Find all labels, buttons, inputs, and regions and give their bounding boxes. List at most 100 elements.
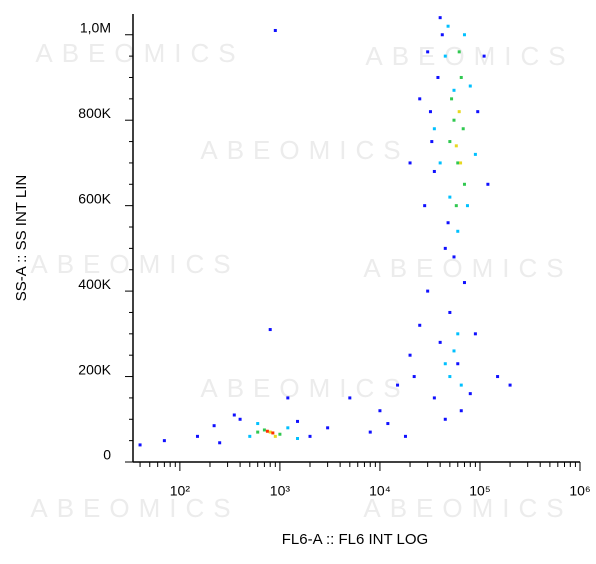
- data-point: [368, 430, 372, 434]
- x-axis-title: FL6-A :: FL6 INT LOG: [282, 531, 428, 548]
- data-point: [232, 413, 236, 417]
- data-point: [459, 161, 463, 165]
- data-point: [457, 110, 461, 114]
- data-point: [448, 195, 452, 199]
- watermark: ABEOMICS: [200, 373, 409, 403]
- data-point: [465, 204, 469, 208]
- data-point: [348, 396, 352, 400]
- data-point: [452, 255, 456, 259]
- data-point: [438, 340, 442, 344]
- data-point: [268, 430, 272, 434]
- data-point: [462, 33, 466, 37]
- data-point: [473, 152, 477, 156]
- x-tick-label: 10²: [170, 483, 191, 499]
- data-point: [412, 375, 416, 379]
- y-tick-label: 1,0M: [80, 19, 111, 35]
- y-tick-label: 800K: [78, 105, 111, 121]
- data-point: [452, 349, 456, 353]
- data-point: [278, 432, 282, 436]
- watermark: ABEOMICS: [30, 493, 239, 523]
- data-point: [426, 50, 430, 54]
- data-point: [286, 426, 290, 430]
- data-point: [138, 443, 142, 447]
- data-point: [273, 28, 277, 32]
- data-point: [448, 310, 452, 314]
- data-point: [452, 118, 456, 122]
- data-point: [448, 375, 452, 379]
- data-point: [296, 437, 300, 441]
- y-tick-label: 200K: [78, 361, 111, 377]
- data-point: [462, 182, 466, 186]
- x-tick-label: 10⁵: [469, 483, 490, 499]
- data-point: [428, 110, 432, 114]
- watermarks: ABEOMICS ABEOMICS ABEOMICS ABEOMICS ABEO…: [30, 38, 574, 523]
- data-point: [256, 422, 260, 426]
- data-point: [396, 383, 400, 387]
- data-point: [426, 289, 430, 293]
- data-point: [448, 140, 452, 144]
- watermark: ABEOMICS: [365, 41, 574, 71]
- data-point: [454, 204, 458, 208]
- watermark: ABEOMICS: [200, 135, 409, 165]
- x-tick-label: 10³: [270, 483, 291, 499]
- data-point: [461, 127, 465, 131]
- data-point: [326, 426, 330, 430]
- data-point: [432, 169, 436, 173]
- data-point: [218, 441, 222, 445]
- data-point: [248, 434, 252, 438]
- data-point: [256, 430, 260, 434]
- data-point: [459, 409, 463, 413]
- data-point: [440, 33, 444, 37]
- y-axis-title: SS-A :: SS INT LIN: [13, 175, 30, 301]
- data-point: [468, 84, 472, 88]
- data-point: [456, 229, 460, 233]
- data-point: [296, 419, 300, 423]
- data-point: [456, 362, 460, 366]
- data-point: [457, 50, 461, 54]
- data-point: [408, 161, 412, 165]
- data-point: [423, 204, 427, 208]
- watermark: ABEOMICS: [30, 249, 239, 279]
- data-point: [265, 429, 269, 433]
- watermark: ABEOMICS: [35, 38, 244, 68]
- data-point: [476, 110, 480, 114]
- data-point: [452, 88, 456, 92]
- watermark: ABEOMICS: [363, 493, 572, 523]
- data-point: [386, 422, 390, 426]
- data-point: [446, 221, 450, 225]
- y-tick-label: 600K: [78, 190, 111, 206]
- watermark: ABEOMICS: [363, 253, 572, 283]
- data-point: [438, 161, 442, 165]
- data-point: [378, 409, 382, 413]
- data-point: [508, 383, 512, 387]
- y-tick-label: 0: [103, 447, 111, 463]
- data-point: [446, 24, 450, 28]
- data-point: [454, 144, 458, 148]
- data-point: [403, 434, 407, 438]
- data-point: [271, 431, 275, 435]
- data-point: [443, 246, 447, 250]
- data-point: [459, 75, 463, 79]
- data-point: [468, 392, 472, 396]
- data-point: [459, 383, 463, 387]
- x-tick-label: 10⁴: [369, 483, 391, 499]
- data-point: [308, 434, 312, 438]
- data-point: [443, 54, 447, 58]
- data-point: [456, 161, 460, 165]
- data-point: [456, 332, 460, 336]
- data-point: [195, 434, 199, 438]
- data-point: [450, 97, 454, 101]
- data-point: [418, 323, 422, 327]
- data-point: [418, 97, 422, 101]
- data-point: [486, 182, 490, 186]
- y-tick-label: 400K: [78, 276, 111, 292]
- data-point: [462, 281, 466, 285]
- data-point: [162, 439, 166, 443]
- data-point: [432, 396, 436, 400]
- data-point: [262, 428, 266, 432]
- data-point: [286, 396, 290, 400]
- data-point: [268, 328, 272, 332]
- data-point: [273, 434, 277, 438]
- data-point: [238, 417, 242, 421]
